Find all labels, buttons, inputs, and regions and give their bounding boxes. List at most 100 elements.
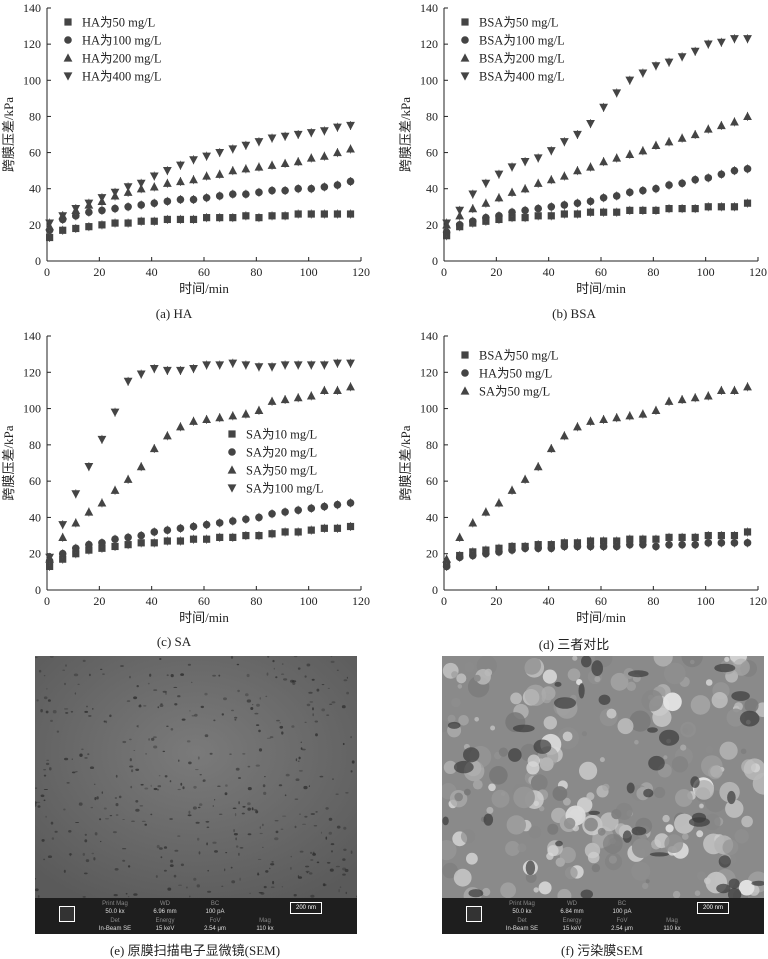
data-point xyxy=(280,394,290,404)
data-point xyxy=(639,540,647,549)
data-point xyxy=(442,562,451,571)
data-point xyxy=(71,490,81,499)
data-point xyxy=(58,212,68,221)
legend-label: HA为100 mg/L xyxy=(82,34,162,48)
y-tick-label: 40 xyxy=(29,510,41,524)
data-point xyxy=(600,537,608,545)
data-point xyxy=(730,117,739,126)
data-point xyxy=(293,361,303,370)
data-point xyxy=(599,157,609,166)
data-point xyxy=(717,531,725,540)
data-point xyxy=(652,535,660,543)
x-tick-label: 0 xyxy=(441,594,447,608)
chart-panel-c: 0 20 40 60 80 100 120 140 0 20 40 60 80 100 120 时间/min 跨… xyxy=(1,329,370,625)
data-point xyxy=(281,212,289,220)
data-point xyxy=(85,208,93,217)
series-0 xyxy=(46,522,355,571)
x-tick-label: 0 xyxy=(44,594,50,608)
data-point xyxy=(442,228,451,236)
data-point xyxy=(58,521,68,530)
data-point xyxy=(306,391,316,400)
data-point xyxy=(730,203,739,211)
data-point xyxy=(307,184,316,193)
data-point xyxy=(717,539,726,547)
data-point xyxy=(730,35,739,44)
series-0 xyxy=(443,527,752,570)
data-point xyxy=(162,167,172,176)
data-point xyxy=(228,166,238,175)
data-point xyxy=(482,549,490,558)
series-1 xyxy=(442,164,752,237)
instrument-logo-icon xyxy=(466,906,482,922)
data-point xyxy=(255,188,263,197)
data-point xyxy=(162,178,172,187)
data-point xyxy=(294,528,302,536)
data-point xyxy=(704,539,713,547)
data-point xyxy=(691,204,699,213)
data-point xyxy=(149,182,159,191)
x-tick-label: 20 xyxy=(93,265,105,279)
data-point xyxy=(547,202,556,211)
series-0 xyxy=(46,209,355,243)
data-point xyxy=(638,409,648,418)
data-point xyxy=(162,431,172,440)
y-tick-label: 100 xyxy=(420,73,438,87)
y-tick-label: 120 xyxy=(420,37,438,51)
data-point xyxy=(586,416,595,425)
data-point xyxy=(307,210,315,218)
data-point xyxy=(677,53,687,62)
data-point xyxy=(319,361,329,370)
data-point xyxy=(690,129,700,139)
data-point xyxy=(586,208,595,216)
x-tick-label: 40 xyxy=(146,265,158,279)
data-point xyxy=(600,208,608,216)
data-point xyxy=(202,193,211,202)
x-tick-label: 100 xyxy=(697,265,715,279)
data-point xyxy=(651,405,661,414)
data-point xyxy=(137,217,145,225)
data-point xyxy=(176,537,185,545)
data-point xyxy=(507,187,517,196)
data-point xyxy=(176,176,185,186)
data-point xyxy=(333,359,342,368)
data-point xyxy=(494,498,504,507)
data-point xyxy=(58,532,68,541)
data-point xyxy=(613,537,621,545)
data-point xyxy=(215,192,224,200)
data-point xyxy=(703,391,713,400)
data-point xyxy=(625,76,635,85)
y-tick-label: 100 xyxy=(23,73,41,87)
series-2 xyxy=(45,382,355,564)
scale-bar: 200 nm xyxy=(290,902,322,914)
y-tick-label: 120 xyxy=(23,37,41,51)
data-point xyxy=(111,204,119,213)
data-point xyxy=(717,203,725,211)
data-point xyxy=(333,385,342,395)
data-point xyxy=(85,540,93,549)
x-tick-label: 120 xyxy=(749,594,767,608)
data-point xyxy=(481,507,491,516)
data-point xyxy=(625,188,634,197)
x-tick-label: 80 xyxy=(250,594,262,608)
data-point xyxy=(189,175,198,184)
sem-image-fouled: Print Mag 50.0 kx WD 6.84 mm BC 100 pA Det I… xyxy=(442,656,764,934)
data-point xyxy=(691,540,699,549)
legend-marker xyxy=(63,72,73,81)
data-point xyxy=(455,221,464,229)
x-tick-label: 0 xyxy=(441,265,447,279)
data-point xyxy=(111,535,119,543)
data-point xyxy=(665,540,673,549)
x-tick-label: 0 xyxy=(44,265,50,279)
data-point xyxy=(202,171,212,180)
data-point xyxy=(639,206,647,214)
legend-label: HA为400 mg/L xyxy=(82,70,162,84)
data-point xyxy=(163,215,171,224)
data-point xyxy=(136,370,146,379)
data-point xyxy=(612,89,622,98)
x-tick-label: 120 xyxy=(352,594,370,608)
x-axis-label: 时间/min xyxy=(179,610,229,625)
chart-panel-d: 0 20 40 60 80 100 120 140 0 20 40 60 80 100 120 时间/min 跨… xyxy=(398,329,767,625)
data-point xyxy=(58,549,67,558)
data-point xyxy=(665,204,673,213)
data-point xyxy=(189,215,198,224)
